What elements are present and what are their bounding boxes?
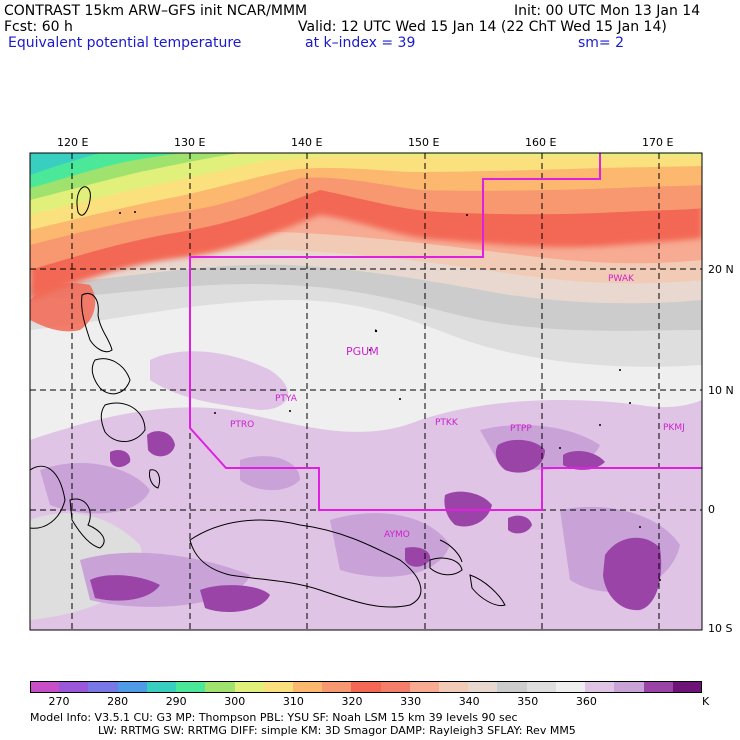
sulawesi-coast: [69, 498, 105, 549]
lat-label-0: 0: [708, 503, 715, 516]
map-frame: [29, 152, 703, 631]
model-info-line1: Model Info: V3.5.1 CU: G3 MP: Thompson P…: [30, 711, 518, 724]
colorbar-tick-label: 330: [400, 695, 422, 708]
colorbar-tick-label: 290: [165, 695, 187, 708]
solomon-coast: [469, 574, 506, 607]
lat-label-10n: 10 N: [708, 384, 734, 397]
station-pwak: PWAK: [608, 274, 635, 284]
smoothing: sm= 2: [578, 35, 625, 51]
colorbar-tick-label: 310: [282, 695, 304, 708]
lon-label-170: 170 E: [642, 136, 674, 149]
colorbar-outline: [30, 681, 702, 693]
field-shading: [30, 153, 702, 630]
init-time: Init: 00 UTC Mon 13 Jan 14: [514, 3, 701, 19]
lon-label-140: 140 E: [291, 136, 323, 149]
visayas-coast: [91, 358, 131, 395]
new-guinea-coast: [189, 519, 422, 608]
shade-lilac-west: [150, 351, 289, 410]
model-info-line2: LW: RRTMG SW: RRTMG DIFF: simple KM: 3D …: [98, 724, 576, 737]
forecast-hour: Fcst: 60 h: [4, 19, 73, 35]
bismarck-coast: [429, 557, 463, 576]
colorbar-tick-label: 270: [48, 695, 70, 708]
new-ireland-coast: [439, 539, 463, 563]
station-ptpp: PTPP: [510, 424, 532, 434]
colorbar-unit: K: [702, 695, 710, 708]
station-ptro: PTRO: [230, 420, 254, 430]
colorbar-tick-label: 350: [517, 695, 539, 708]
station-ptkk: PTKK: [435, 418, 459, 428]
lon-label-160: 160 E: [525, 136, 557, 149]
mindanao-coast: [100, 402, 146, 442]
colorbar-tick-label: 300: [224, 695, 246, 708]
level-index: at k–index = 39: [305, 35, 416, 51]
coastlines: [30, 186, 506, 608]
shade-pale-yellow: [30, 153, 702, 215]
station-ptya: PTYA: [275, 394, 298, 404]
small-islands: [119, 211, 661, 581]
borneo-coast: [30, 465, 66, 529]
shade-dark-purple: [90, 431, 662, 612]
taiwan-coast: [76, 186, 91, 216]
station-aymo: AYMO: [384, 530, 410, 540]
station-pkmj: PKMJ: [663, 423, 685, 433]
model-title: CONTRAST 15km ARW–GFS init NCAR/MMM: [4, 3, 308, 19]
colorbar-tick-label: 360: [575, 695, 597, 708]
lon-label-130: 130 E: [174, 136, 206, 149]
valid-time: Valid: 12 UTC Wed 15 Jan 14 (22 ChT Wed …: [298, 19, 667, 35]
colorbar-tick-label: 340: [458, 695, 480, 708]
shade-teal: [30, 153, 100, 175]
field-name: Equivalent potential temperature: [8, 35, 242, 51]
lon-label-120: 120 E: [57, 136, 89, 149]
luzon-coast: [81, 293, 113, 353]
fir-boundaries: [189, 153, 702, 511]
lat-label-20n: 20 N: [708, 263, 734, 276]
lon-label-150: 150 E: [408, 136, 440, 149]
station-pgum: PGUM: [346, 345, 379, 358]
colorbar-tick-label: 320: [341, 695, 363, 708]
colorbar-tick-label: 280: [107, 695, 129, 708]
lat-label-10s: 10 S: [708, 622, 733, 635]
shade-red-west: [30, 283, 96, 332]
halmahera-coast: [149, 469, 161, 489]
